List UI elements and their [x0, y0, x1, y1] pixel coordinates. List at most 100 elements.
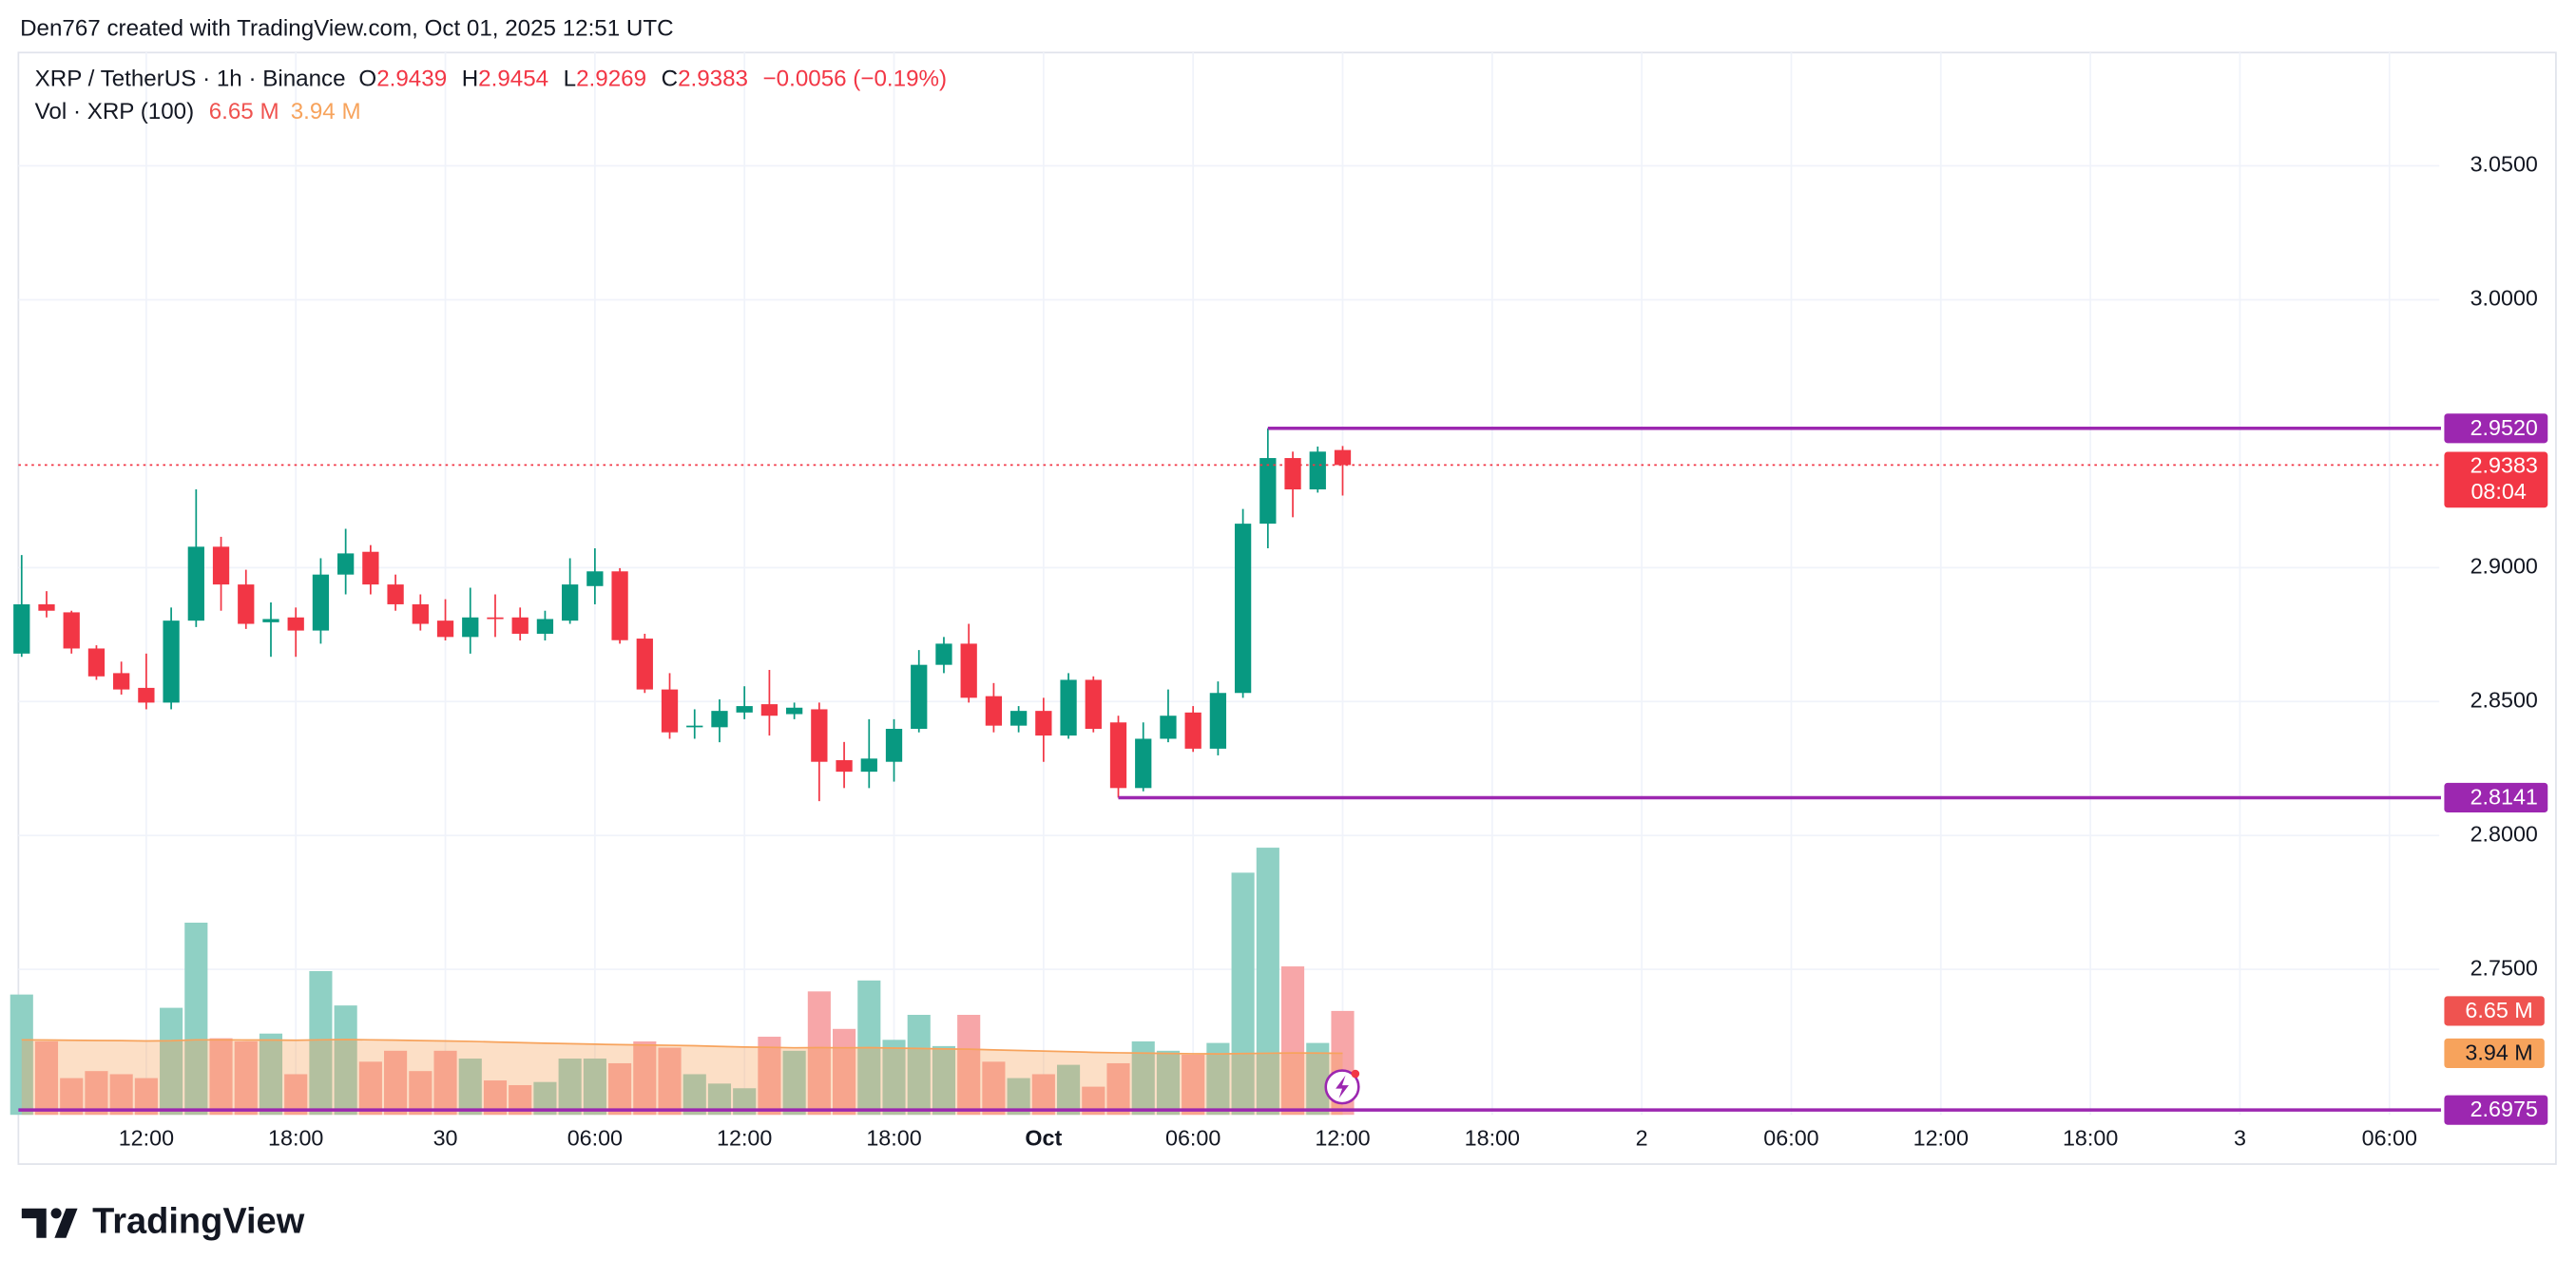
candle-body: [785, 707, 803, 715]
candle-body: [38, 603, 55, 611]
candle-body: [238, 584, 255, 624]
candle-body: [13, 603, 30, 654]
volume-bar: [1231, 872, 1255, 1116]
candle-body: [287, 617, 304, 631]
candle-body: [885, 729, 903, 762]
volume-bar: [633, 1040, 657, 1116]
x-tick-label: Oct: [1025, 1125, 1062, 1150]
volume-bar: [882, 1040, 906, 1116]
candle-body: [736, 706, 753, 713]
hline-label-bg: [2444, 413, 2548, 444]
candle-body: [1135, 738, 1152, 789]
candle-body: [760, 704, 779, 716]
candle-body: [1085, 679, 1102, 730]
candle-body: [487, 617, 504, 620]
volume-ma-area: [21, 1039, 1343, 1116]
logo-dot: [50, 1208, 62, 1219]
candle-body: [935, 643, 952, 665]
hline-label: 2.6975: [2470, 1097, 2538, 1121]
volume-bar: [1031, 1074, 1055, 1116]
y-tick-label: 2.9000: [2470, 553, 2538, 578]
x-tick-label: 06:00: [1763, 1125, 1818, 1150]
candle-body: [636, 639, 653, 690]
x-tick-label: 30: [433, 1125, 458, 1150]
hline-label: 2.9520: [2470, 415, 2538, 440]
volume-bar: [34, 1040, 59, 1116]
candle-body: [412, 603, 429, 624]
volume-bar: [758, 1037, 781, 1116]
candle-body: [362, 551, 379, 585]
candle-body: [686, 725, 703, 728]
countdown-label: 08:04: [2470, 479, 2526, 504]
candle-body: [911, 664, 928, 730]
candle-body: [163, 620, 180, 703]
volume-ma-label-bg: [2444, 1038, 2545, 1068]
candle-body: [811, 709, 828, 762]
candle-body: [511, 617, 529, 634]
hline-label: 2.8141: [2470, 784, 2538, 809]
volume-ma-axis-label: 3.94 M: [2465, 1040, 2532, 1064]
volume-ma-value: 3.94 M: [291, 100, 361, 125]
volume-bar: [1182, 1054, 1205, 1116]
volume-bar: [982, 1061, 1006, 1116]
candle-body: [462, 617, 479, 638]
candle-body: [711, 711, 728, 728]
alert-dot: [1351, 1069, 1360, 1079]
alert-bolt: [1336, 1075, 1349, 1098]
candle-body: [960, 643, 977, 698]
candle-body: [1035, 711, 1052, 736]
x-tick-label: 12:00: [1913, 1125, 1969, 1150]
ohlc-label: L: [564, 67, 576, 92]
volume-bar: [259, 1033, 283, 1116]
volume-bar: [833, 1028, 856, 1116]
ohlc-label: H: [462, 67, 478, 92]
candle-body: [387, 584, 404, 604]
candle-body: [860, 758, 877, 773]
candle-body: [1284, 458, 1301, 490]
volume-bar: [433, 1050, 457, 1116]
volume-bar: [209, 1038, 233, 1116]
hline-label-bg: [2444, 782, 2548, 813]
credit: Den767 created with TradingView.com, Oct…: [20, 15, 674, 41]
volume-label-bg: [2444, 996, 2545, 1026]
candle-body: [1234, 524, 1252, 694]
x-tick-label: 18:00: [1465, 1125, 1520, 1150]
volume-bar: [1256, 848, 1279, 1116]
candle-body: [1184, 712, 1201, 749]
x-tick-label: 06:00: [2362, 1125, 2417, 1150]
candles: [13, 428, 1352, 802]
symbol-title: XRP / TetherUS · 1h · Binance: [35, 67, 346, 92]
x-tick-label: 12:00: [717, 1125, 772, 1150]
volume-name: Vol · XRP (100): [35, 100, 195, 125]
candle-body: [1009, 711, 1028, 726]
candle-body: [262, 619, 279, 622]
x-tick-label: 06:00: [1165, 1125, 1221, 1150]
candle-body: [985, 696, 1003, 726]
candle-body: [1160, 716, 1177, 739]
volume-value: 6.65 M: [209, 100, 279, 125]
high-value: 2.9454: [478, 67, 548, 92]
logo-mark: [21, 1208, 78, 1238]
x-tick-label: 2: [1636, 1125, 1648, 1150]
ohlc-label: O: [358, 67, 376, 92]
last-price-label: 2.9383: [2470, 452, 2538, 477]
alert-icon: [1324, 1069, 1360, 1105]
volume-bar: [608, 1062, 632, 1116]
close-value: 2.9383: [678, 67, 748, 92]
candle-body: [436, 620, 454, 638]
candle-body: [836, 760, 853, 773]
x-tick-label: 18:00: [2063, 1125, 2118, 1150]
candle-body: [1109, 722, 1127, 789]
candle-body: [1259, 458, 1277, 525]
volume-bar: [409, 1071, 433, 1116]
volume-bar: [234, 1040, 258, 1116]
volume-bar: [807, 991, 831, 1116]
x-tick-label: 12:00: [119, 1125, 174, 1150]
candle-body: [562, 584, 579, 621]
candle-body: [87, 648, 106, 677]
volume-bar: [682, 1074, 706, 1116]
y-tick-label: 2.8000: [2470, 821, 2538, 846]
